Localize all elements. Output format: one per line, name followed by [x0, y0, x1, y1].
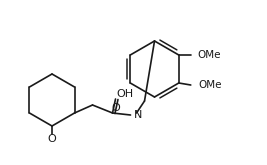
Text: OMe: OMe [198, 50, 221, 60]
Text: N: N [134, 110, 142, 120]
Text: O: O [48, 134, 56, 144]
Text: O: O [111, 103, 120, 113]
Text: OMe: OMe [199, 80, 222, 90]
Text: OH: OH [116, 89, 134, 99]
